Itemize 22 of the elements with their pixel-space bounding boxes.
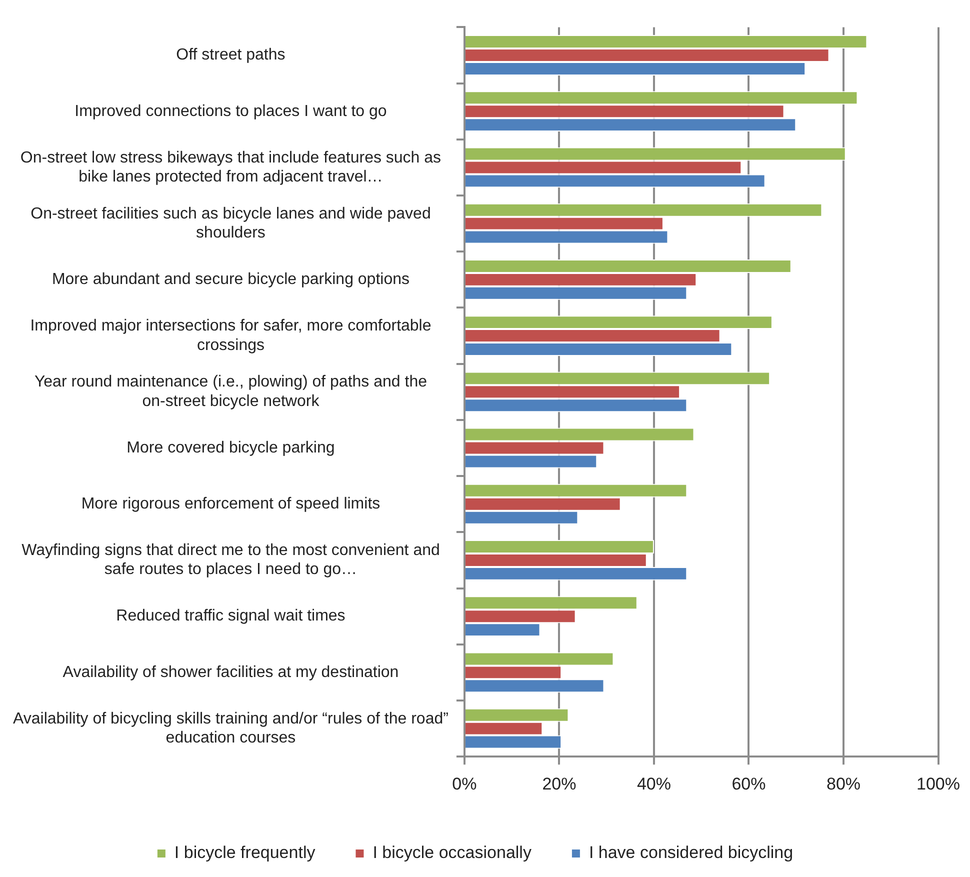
y-tick-label: Improved major intersections for safer, more comfortable crossings xyxy=(30,318,432,354)
x-tick-label: 20% xyxy=(542,774,576,794)
y-tick-label: Availability of bicycling skills training and/or “rules of the road” education courses xyxy=(12,710,448,747)
x-tick-label: 60% xyxy=(732,774,766,794)
y-tick-label: On-street facilities such as bicycle lanes and wide paved shoulders xyxy=(30,205,431,242)
y-tick-label: Year round maintenance (i.e., plowing) of paths and the on-street bicycle network xyxy=(34,374,428,410)
y-tick-label: More rigorous enforcement of speed limits xyxy=(81,496,380,513)
x-tick-label: 80% xyxy=(826,774,861,794)
x-tick-label: 100% xyxy=(916,774,960,794)
y-tick-label: Improved connections to places I want to go xyxy=(74,102,387,120)
legend-label: I have considered bicycling xyxy=(588,843,794,862)
y-tick-label: Wayfinding signs that direct me to the most convenient and safe routes to places I need to go… xyxy=(22,542,440,578)
legend-label: I bicycle occasionally xyxy=(372,843,532,862)
y-tick-label: Availability of shower facilities at my destination xyxy=(62,664,399,681)
y-tick-label: Off street paths xyxy=(176,46,286,64)
y-tick-label: Reduced traffic signal wait times xyxy=(116,608,346,625)
y-tick-label: More covered bicycle parking xyxy=(126,439,335,456)
y-tick-label: More abundant and secure bicycle parking options xyxy=(52,271,410,288)
x-tick-label: 0% xyxy=(452,774,477,794)
x-tick-label: 40% xyxy=(636,774,671,794)
y-tick-label: On-street low stress bikeways that include features such as bike lanes protected from adjacent travel… xyxy=(20,149,442,186)
legend-label: I bicycle frequently xyxy=(174,843,316,862)
